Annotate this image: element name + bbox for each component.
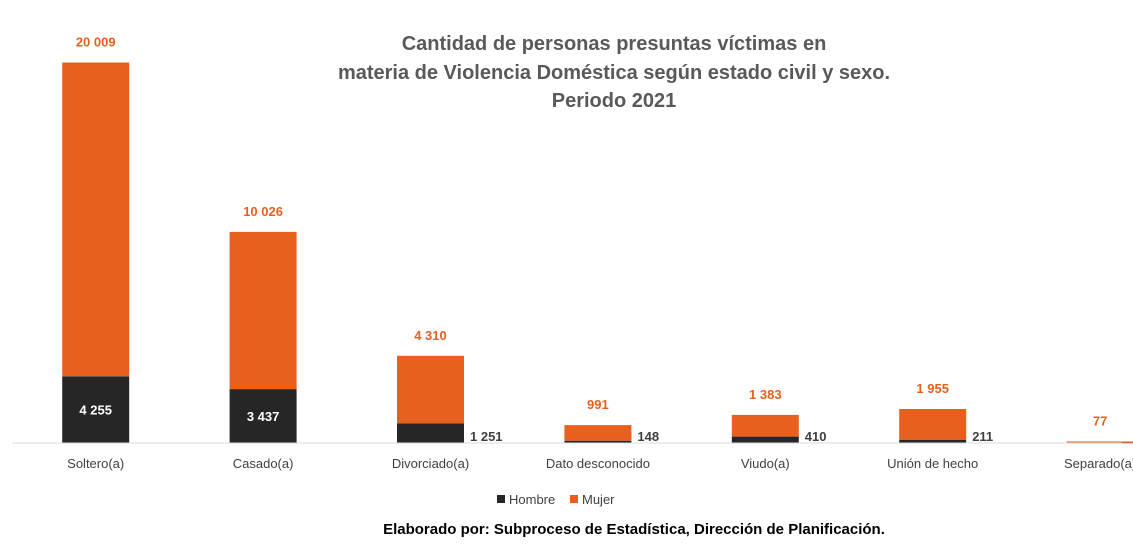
- x-tick-label: Unión de hecho: [887, 456, 978, 471]
- data-label-mujer: 20 009: [76, 35, 116, 50]
- bar-mujer: [899, 409, 967, 440]
- data-label-mujer: 1 383: [749, 387, 782, 402]
- legend: Hombre Mujer: [497, 492, 615, 507]
- bar-mujer: [1066, 441, 1133, 443]
- data-label-hombre: 148: [637, 429, 659, 444]
- chart-title-line-2: materia de Violencia Doméstica según est…: [338, 62, 890, 84]
- data-label-hombre: 211: [972, 429, 993, 444]
- bar-mujer: [229, 231, 297, 390]
- bar-hombre: [731, 436, 799, 443]
- bar-hombre: [229, 389, 297, 443]
- data-label-mujer: 991: [587, 397, 609, 412]
- legend-swatch-mujer: [570, 495, 578, 503]
- bar-hombre: [62, 376, 130, 443]
- bar-hombre: [899, 439, 967, 443]
- data-label-hombre: 410: [805, 429, 827, 444]
- legend-swatch-hombre: [497, 495, 505, 503]
- bar-mujer: [62, 62, 130, 377]
- data-label-mujer: 4 310: [414, 328, 447, 343]
- chart-title-line-3: Periodo 2021: [552, 90, 677, 112]
- x-tick-label: Soltero(a): [67, 456, 124, 471]
- chart-title-line-1: Cantidad de personas presuntas víctimas …: [402, 33, 827, 55]
- x-tick-label: Dato desconocido: [546, 456, 650, 471]
- bar-hombre: [564, 440, 632, 443]
- x-tick-label: Viudo(a): [741, 456, 790, 471]
- data-label-mujer: 77: [1093, 414, 1107, 429]
- data-label-mujer: 10 026: [243, 204, 283, 219]
- data-label-hombre: 3 437: [247, 409, 280, 424]
- bar-hombre: [397, 423, 464, 443]
- bar-mujer: [397, 355, 464, 424]
- legend-label-hombre: Hombre: [509, 492, 555, 507]
- legend-label-mujer: Mujer: [582, 492, 615, 507]
- data-label-hombre: 1 251: [470, 429, 503, 444]
- x-tick-label: Separado(a): [1064, 456, 1133, 471]
- x-tick-label: Divorciado(a): [392, 456, 469, 471]
- x-tick-label: Casado(a): [233, 456, 294, 471]
- footer-source-note: Elaborado por: Subproceso de Estadística…: [383, 521, 885, 538]
- data-label-mujer: 1 955: [916, 381, 949, 396]
- data-label-hombre: 4 255: [79, 403, 112, 418]
- bar-mujer: [731, 414, 799, 437]
- chart-title: Cantidad de personas presuntas víctimas …: [338, 33, 890, 112]
- bar-mujer: [564, 425, 632, 441]
- bars: 20 009 4 255 Soltero(a) 10 026 3 437 Casado(a…: [62, 35, 1133, 471]
